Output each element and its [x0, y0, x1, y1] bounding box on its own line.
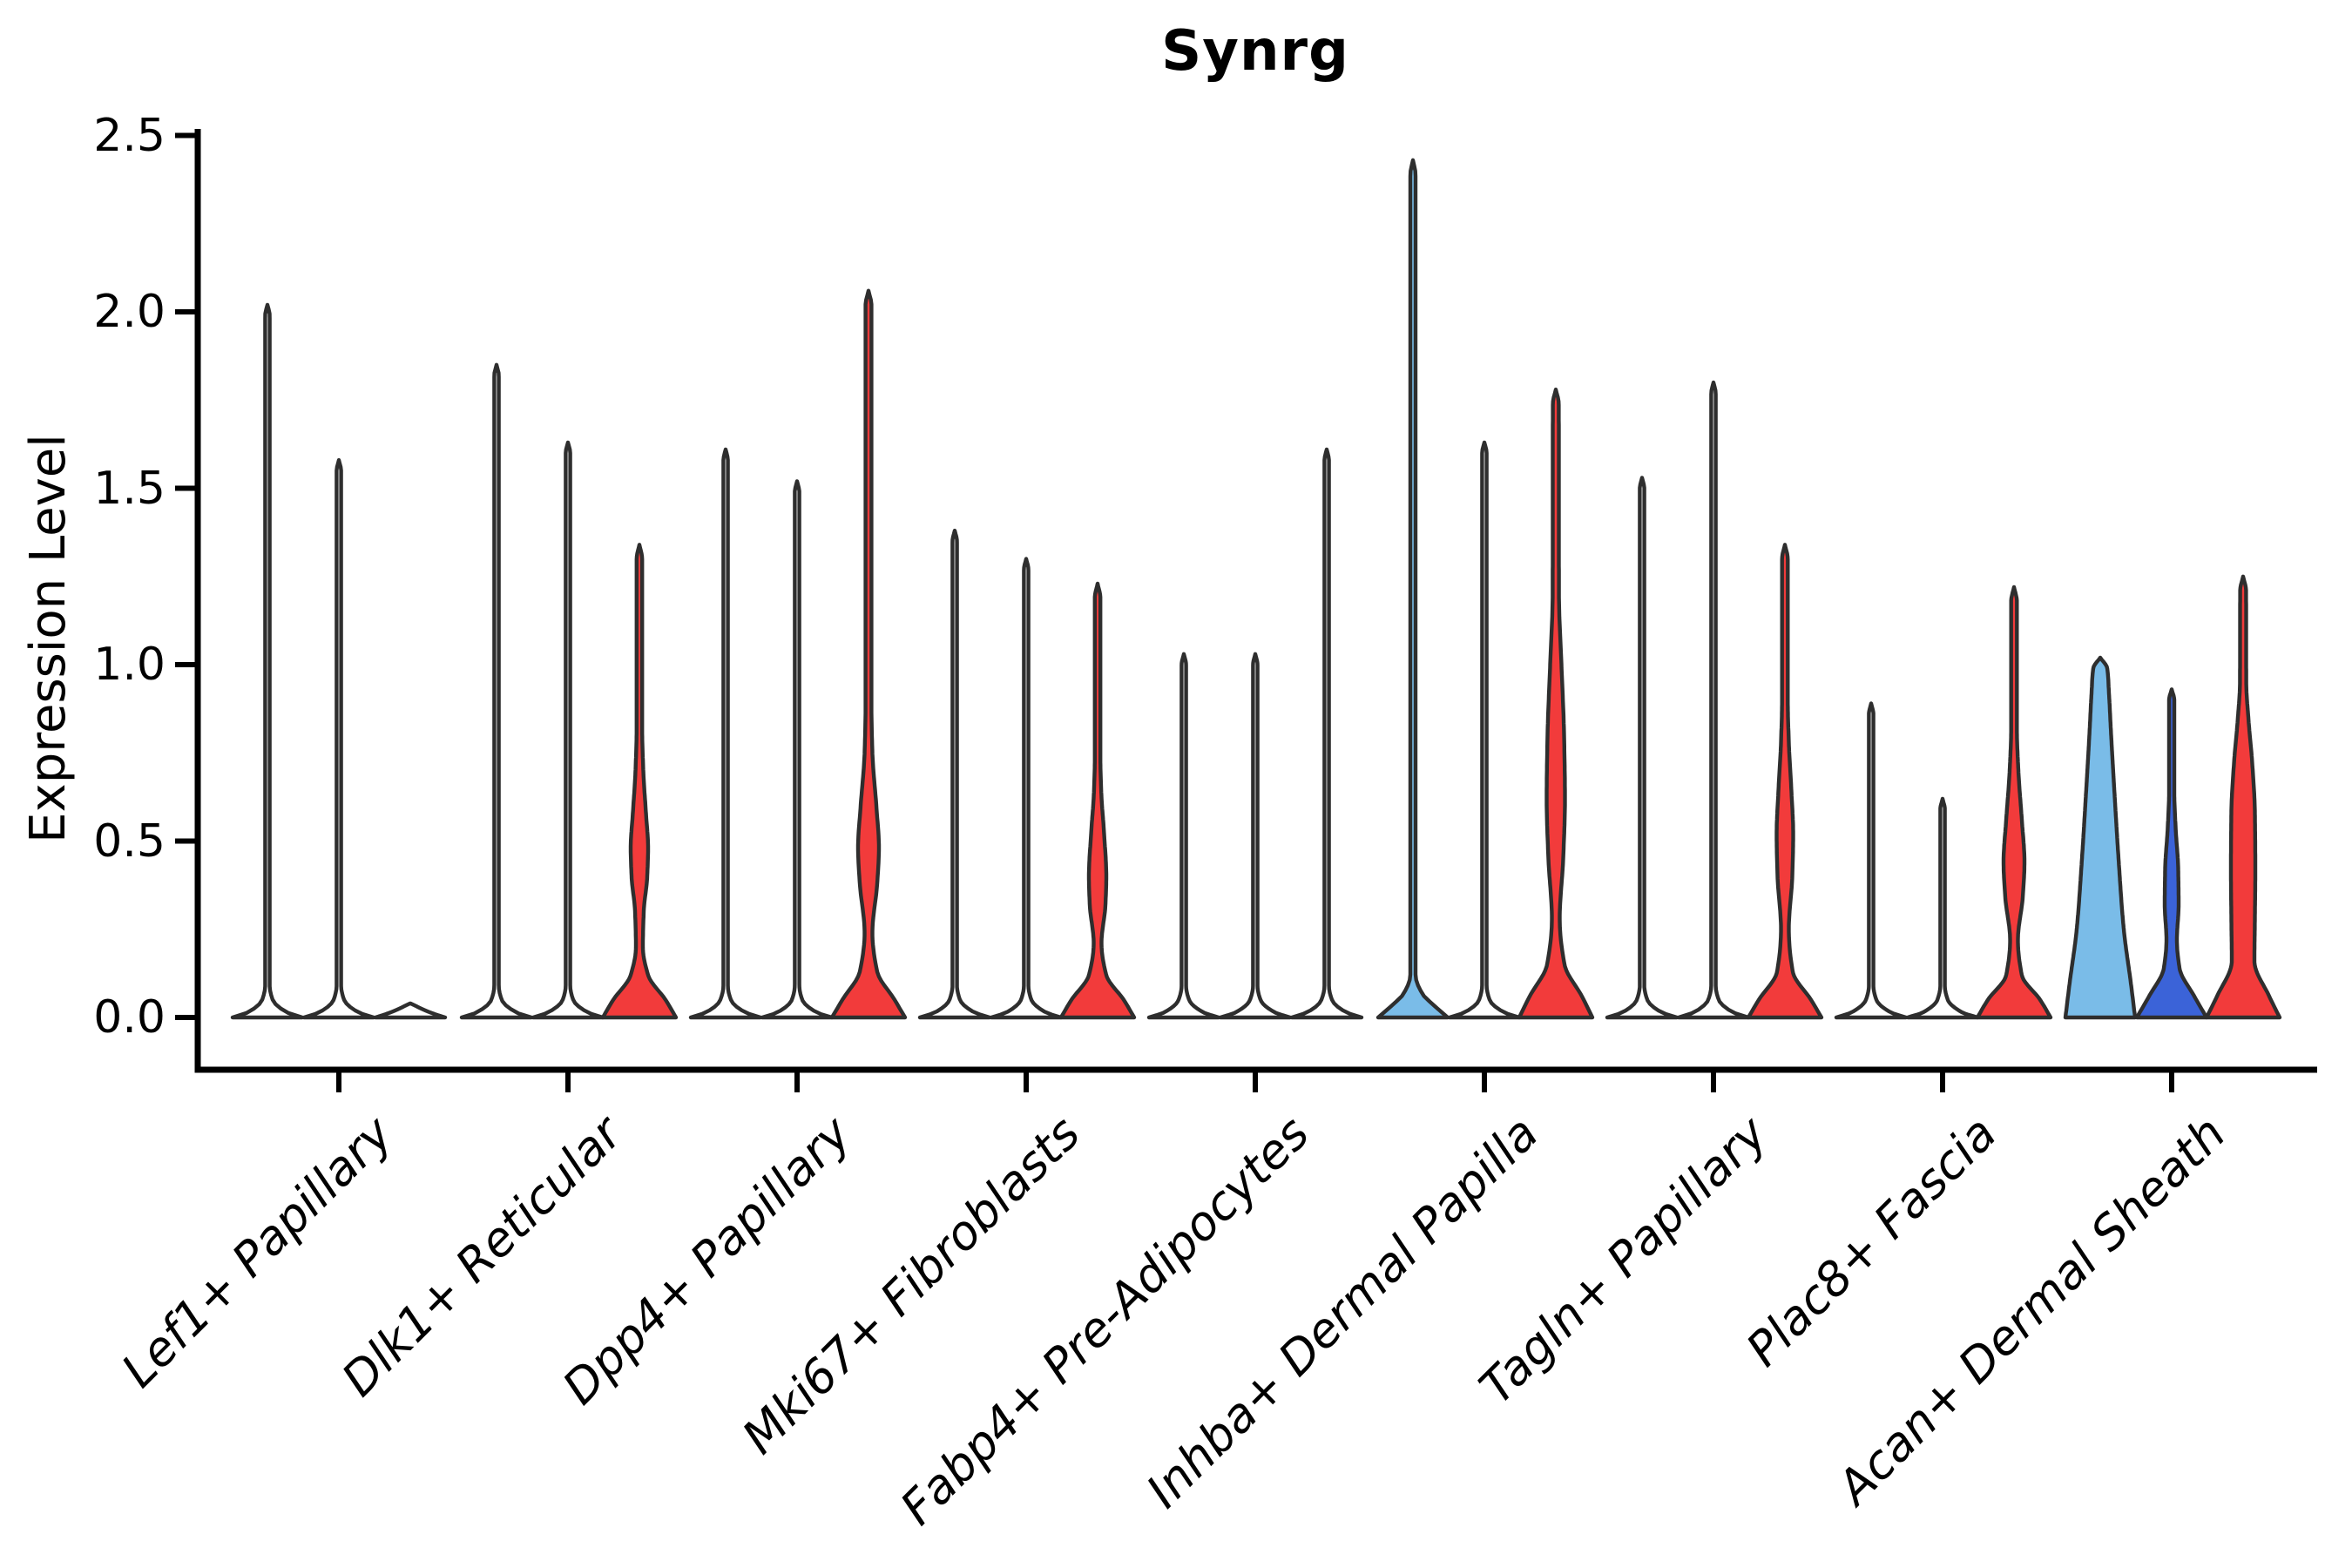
- y-tick-label-1.0: 1.0: [93, 639, 166, 691]
- violin-6-0: [1605, 476, 1680, 1020]
- violin-6-2: [1746, 543, 1824, 1020]
- violin-4-2: [1289, 447, 1364, 1020]
- violin-5-2: [1517, 387, 1595, 1020]
- violin-0-1: [301, 457, 376, 1020]
- chart-title: Synrg: [1161, 19, 1349, 84]
- violin-1-0: [459, 362, 534, 1020]
- violin-7-0: [1834, 701, 1909, 1020]
- violin-1-1: [531, 440, 605, 1020]
- violin-6-1: [1676, 380, 1751, 1020]
- violin-3-0: [917, 528, 992, 1020]
- violin-4-0: [1146, 652, 1221, 1020]
- y-tick-label-2.5: 2.5: [93, 109, 166, 162]
- y-tick-label-0.5: 0.5: [93, 814, 166, 868]
- violin-2-1: [760, 479, 835, 1020]
- violin-8-0: [2063, 655, 2138, 1020]
- violin-5-0: [1375, 158, 1450, 1020]
- violin-8-2: [2204, 574, 2282, 1020]
- y-tick-label-2.0: 2.0: [93, 286, 166, 338]
- violin-7-2: [1975, 585, 2053, 1020]
- violin-3-2: [1058, 581, 1137, 1020]
- violin-7-1: [1905, 796, 1980, 1020]
- violin-3-1: [989, 557, 1064, 1020]
- violin-8-1: [2134, 687, 2209, 1020]
- violin-0-0: [230, 302, 305, 1020]
- y-tick-label-1.5: 1.5: [93, 462, 166, 515]
- violin-4-1: [1218, 652, 1293, 1020]
- y-tick-label-0.0: 0.0: [93, 991, 166, 1044]
- violin-5-1: [1447, 440, 1522, 1020]
- violin-0-2: [373, 1001, 448, 1020]
- violin-2-0: [688, 447, 763, 1020]
- violin-1-2: [600, 543, 679, 1020]
- violin-2-2: [829, 288, 908, 1020]
